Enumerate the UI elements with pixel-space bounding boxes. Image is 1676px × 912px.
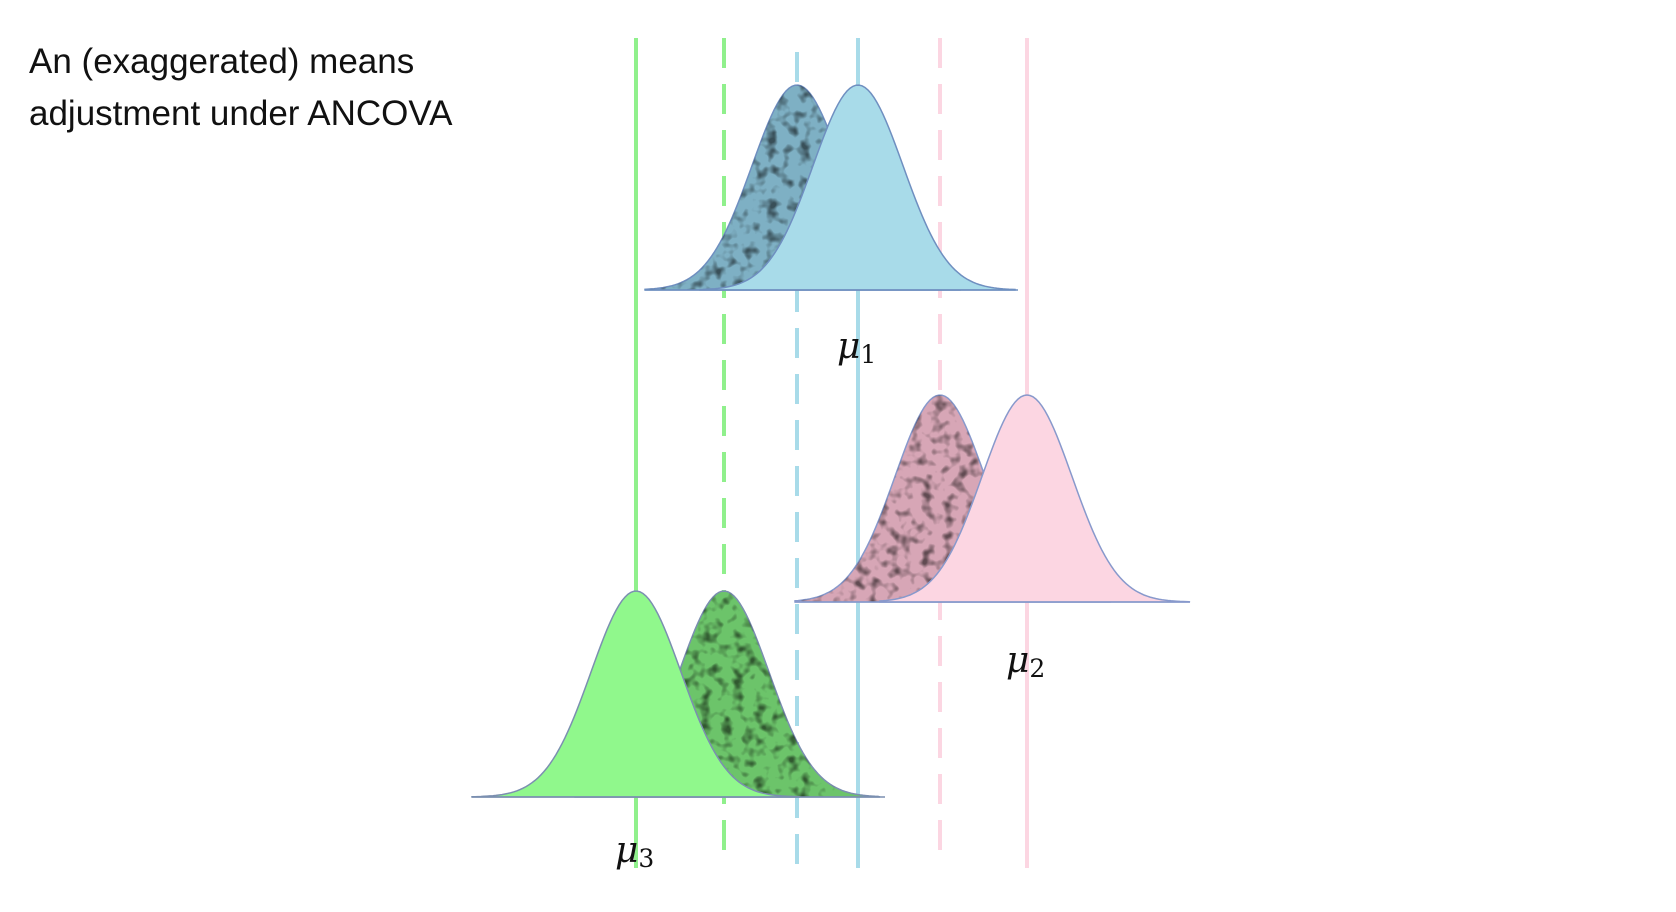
group-1-adjusted-curve xyxy=(699,84,1016,291)
diagram-title: An (exaggerated) means adjustment under … xyxy=(29,36,452,140)
mu-1-label: μ1 xyxy=(837,326,876,369)
group-2-adjusted-curve xyxy=(879,394,1191,603)
title-line-1: An (exaggerated) means xyxy=(29,42,415,81)
title-line-2: adjustment under ANCOVA xyxy=(29,94,453,133)
density-curves xyxy=(471,84,1191,798)
mu-2-label: μ2 xyxy=(1006,640,1045,683)
mu-3-label: μ3 xyxy=(615,830,654,873)
mean-labels: μ1 μ2 μ3 xyxy=(615,326,1045,873)
group-2-unadjusted-curve-texture xyxy=(795,395,1110,602)
group-1-unadjusted-curve-texture xyxy=(645,85,960,290)
group-3-adjusted-curve xyxy=(471,590,801,798)
